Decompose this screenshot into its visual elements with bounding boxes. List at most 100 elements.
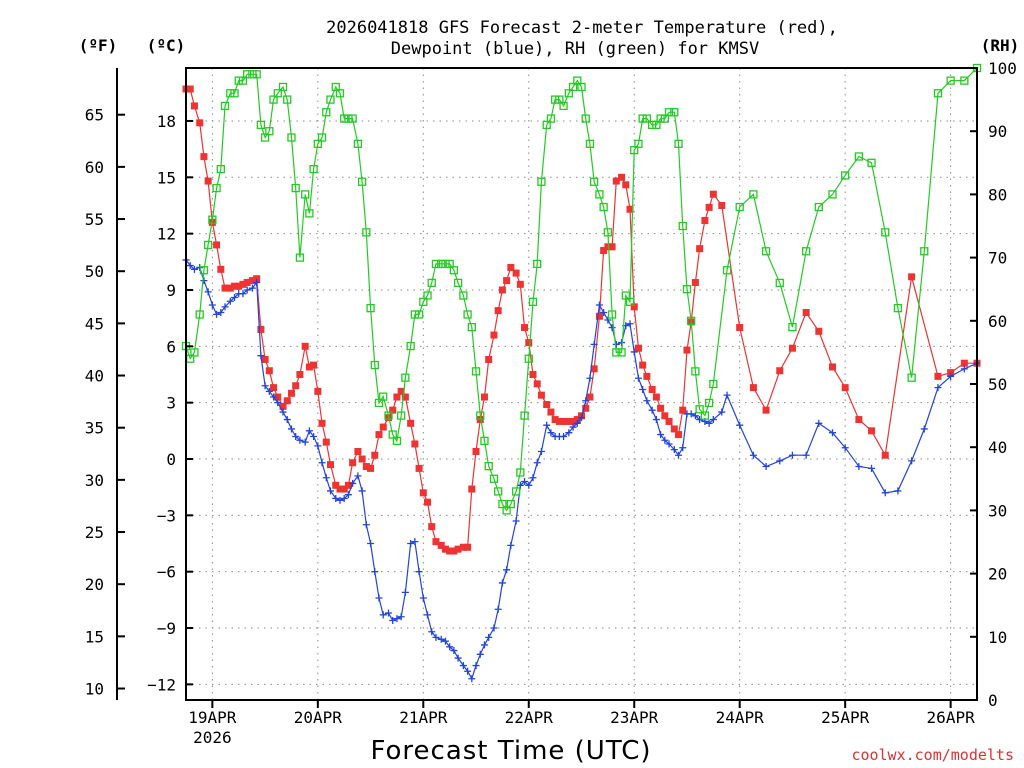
- temperature-point: [947, 369, 955, 377]
- dewpoint-point: [200, 277, 208, 285]
- dewpoint-point: [604, 316, 612, 324]
- dewpoint-point: [590, 340, 598, 348]
- temperature-point: [441, 545, 449, 553]
- temperature-point: [573, 416, 581, 424]
- rh-tick-label: 90: [988, 122, 1007, 141]
- dewpoint-point: [362, 521, 370, 529]
- rh-point: [348, 114, 357, 123]
- rh-point: [520, 411, 529, 420]
- dewpoint-point: [371, 568, 379, 576]
- temperature-point: [253, 275, 261, 283]
- dewpoint-point: [279, 408, 287, 416]
- rh-point: [243, 70, 252, 79]
- rh-point: [401, 373, 410, 382]
- rh-point: [814, 202, 823, 212]
- rh-point: [374, 398, 384, 408]
- dewpoint-point: [459, 662, 467, 670]
- temperature-point: [604, 243, 612, 251]
- dewpoint-point: [529, 474, 537, 482]
- temperature-point: [560, 417, 568, 425]
- title-line-1: 2026041818 GFS Forecast 2-meter Temperat…: [326, 18, 838, 38]
- dewpoint-point: [389, 617, 397, 625]
- temperature-point: [446, 547, 454, 555]
- dewpoint-point: [349, 479, 357, 487]
- credit-text: coolwx.com/modelts: [851, 746, 1014, 764]
- rh-point: [476, 411, 485, 420]
- temperature-point: [908, 273, 916, 281]
- temperature-point: [226, 284, 234, 292]
- rh-point: [388, 430, 397, 439]
- rh-point: [920, 247, 929, 256]
- rh-point: [867, 158, 876, 167]
- dewpoint-point: [326, 487, 334, 495]
- dewpoint-point: [340, 494, 348, 502]
- ticks: 19APR 20APR 21APR 22APR 23APR 24APR 25APR 26APR…: [85, 59, 1017, 747]
- temperature-point: [310, 361, 318, 369]
- rh-point: [581, 114, 590, 123]
- dewpoint-point: [261, 382, 269, 390]
- dewpoint-point: [547, 429, 555, 437]
- temperature-point: [590, 365, 598, 373]
- dewpoint-point: [231, 293, 239, 301]
- dewpoint-point: [521, 478, 529, 486]
- temperature-point: [472, 447, 480, 455]
- temperature-point: [498, 286, 506, 294]
- rh-point: [353, 139, 363, 148]
- temperature-point: [634, 344, 642, 352]
- temperature-point: [565, 417, 573, 425]
- rh-point: [226, 89, 235, 98]
- dewpoint-point: [411, 538, 419, 546]
- dewpoint-series: [182, 256, 981, 683]
- temperature-point: [855, 416, 863, 424]
- temperature-point: [503, 277, 511, 285]
- rh-point: [502, 506, 511, 515]
- dewpoint-point: [498, 579, 506, 587]
- rh-point: [828, 190, 837, 199]
- temperature-point: [322, 438, 330, 446]
- chart-title: 2026041818 GFS Forecast 2-meter Temperat…: [326, 18, 838, 59]
- temperature-point: [626, 205, 634, 213]
- rh-point: [431, 259, 441, 269]
- fahrenheit-tick-label: 25: [85, 523, 104, 542]
- relative-humidity-series: [181, 63, 982, 515]
- dewpoint-point: [314, 442, 322, 450]
- dewpoint-point: [934, 384, 942, 392]
- dewpoint-point: [855, 463, 863, 471]
- dewpoint-point: [332, 494, 340, 502]
- temperature-point: [371, 451, 379, 459]
- rh-point: [607, 310, 617, 319]
- dewpoint-point: [292, 432, 300, 440]
- temperature-point: [582, 404, 590, 412]
- rh-point: [273, 89, 282, 98]
- dewpoint-point: [537, 447, 545, 455]
- temperature-point: [547, 408, 555, 416]
- rh-point: [722, 266, 732, 275]
- dewpoint-point: [525, 481, 533, 489]
- rh-point: [664, 108, 674, 117]
- dewpoint-point: [397, 613, 405, 621]
- dewpoint-point: [494, 605, 502, 613]
- rh-point: [459, 291, 468, 300]
- temperature-point: [279, 402, 287, 410]
- dewpoint-point: [265, 387, 273, 395]
- temperature-point: [204, 177, 212, 185]
- dewpoint-point: [691, 412, 699, 420]
- dewpoint-point: [569, 423, 577, 431]
- celsius-tick-label: −9: [157, 619, 176, 638]
- temperature-point: [314, 387, 322, 395]
- temperature-point: [652, 393, 660, 401]
- rh-point: [599, 202, 608, 212]
- rh-point: [585, 139, 595, 148]
- temperature-point: [868, 427, 876, 435]
- rh-point: [498, 499, 507, 509]
- rh-point: [248, 70, 257, 79]
- temperature-point: [401, 393, 409, 401]
- dewpoint-point: [248, 284, 256, 292]
- rh-unit-label: (RH): [981, 36, 1020, 55]
- rh-point: [709, 379, 718, 389]
- dewpoint-point: [829, 429, 837, 437]
- rh-tick-label: 100: [988, 59, 1017, 78]
- rh-point: [960, 76, 969, 85]
- x-tick-label: 19APR: [188, 708, 237, 727]
- dewpoint-point: [578, 414, 585, 422]
